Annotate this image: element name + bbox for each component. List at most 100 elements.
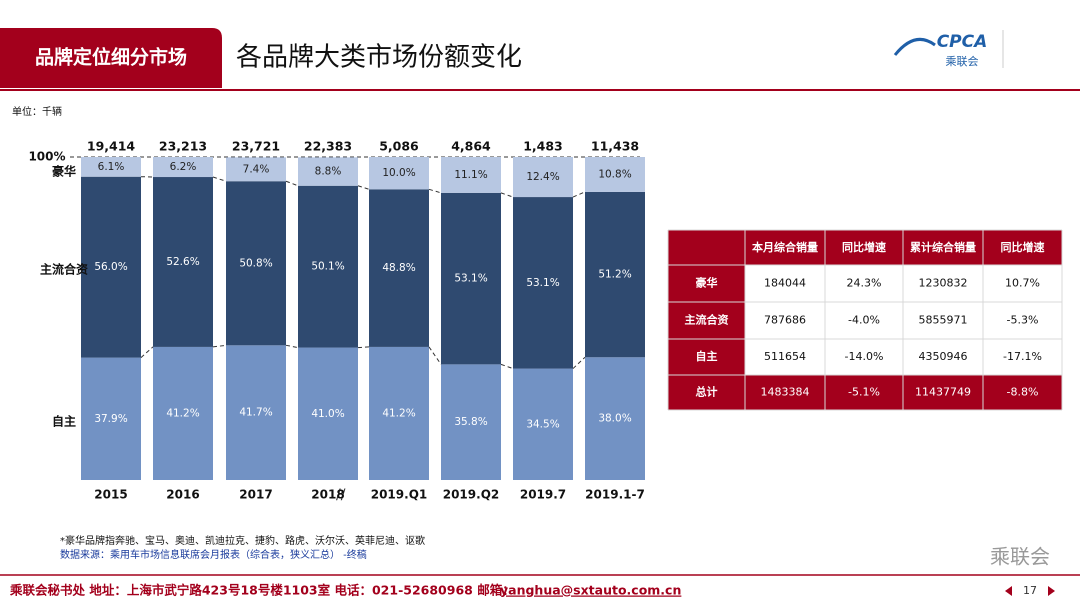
table-cell: 10.7% <box>1005 277 1040 290</box>
bar-segment <box>226 345 286 480</box>
table-cell: -14.0% <box>845 350 884 363</box>
connector <box>357 185 370 190</box>
table-total-bg <box>668 375 1062 410</box>
table-cell: 总计 <box>696 385 718 399</box>
table-header-cell: 本月综合销量 <box>752 240 818 254</box>
bar-segment <box>81 176 141 358</box>
x-tick-label: 2017 <box>239 488 272 502</box>
value-label: 48.8% <box>382 262 415 274</box>
table-cell: -4.0% <box>848 314 880 327</box>
value-label: 50.1% <box>311 261 344 273</box>
connector <box>500 192 514 198</box>
value-label: 11.1% <box>454 169 487 181</box>
bar-segment <box>153 177 213 347</box>
legend-label: 自主 <box>52 414 76 429</box>
table-header-cell: 同比增速 <box>1001 240 1045 254</box>
value-label: 6.2% <box>170 161 197 173</box>
table-cell: -5.1% <box>848 386 880 399</box>
x-tick-label: 2019.1-7 <box>585 488 645 502</box>
value-label: 34.5% <box>526 418 559 430</box>
table-cell: 184044 <box>764 277 806 290</box>
value-label: 41.2% <box>166 407 199 419</box>
connector <box>428 346 442 365</box>
table-cell: 11437749 <box>915 386 971 399</box>
value-label: 53.1% <box>526 277 559 289</box>
total-label: 11,438 <box>591 139 639 154</box>
watermark: 乘联会 <box>990 545 1050 569</box>
bar-segment <box>81 157 141 177</box>
bar-segment <box>369 157 429 190</box>
bar-segment <box>585 157 645 192</box>
bar-segment <box>513 197 573 369</box>
value-label: 35.8% <box>454 416 487 428</box>
table-cell: 24.3% <box>847 277 882 290</box>
bar-segment <box>513 368 573 480</box>
bar-segment <box>513 157 573 198</box>
x-tick-label: 2019.7 <box>520 488 566 502</box>
total-label: 5,086 <box>379 139 419 154</box>
connector <box>212 344 227 348</box>
logo: CPCA <box>937 32 988 52</box>
table-cell: 5855971 <box>919 314 968 327</box>
bar-segment <box>226 181 286 346</box>
bar-segment <box>585 357 645 480</box>
bar-segment <box>369 189 429 347</box>
value-label: 8.8% <box>315 166 342 178</box>
value-label: 38.0% <box>598 413 631 425</box>
unit-label: 单位：千辆 <box>12 105 62 118</box>
source-note: 数据来源：乘用车市场信息联席会月报表（综合表，狭义汇总） -终稿 <box>60 548 367 561</box>
total-label: 22,383 <box>304 139 352 154</box>
value-label: 41.2% <box>382 407 415 419</box>
bar-segment <box>441 364 501 480</box>
connector <box>357 346 370 349</box>
note: *豪华品牌指奔驰、宝马、奥迪、凯迪拉克、捷豹、路虎、沃尔沃、英菲尼迪、讴歌 <box>60 534 425 547</box>
legend-label: 主流合资 <box>40 262 88 277</box>
connector <box>500 363 514 370</box>
bar-segment <box>153 157 213 178</box>
table-cell: 1483384 <box>761 386 810 399</box>
total-label: 4,864 <box>451 139 491 154</box>
connector <box>572 191 586 198</box>
table-cell: 自主 <box>696 349 718 363</box>
table-header-cell: 同比增速 <box>842 240 886 254</box>
header-tag-bg <box>0 28 222 88</box>
value-label: 53.1% <box>454 273 487 285</box>
x-tick-label: 2019.Q1 <box>371 488 428 502</box>
value-label: 41.7% <box>239 407 272 419</box>
table-cell: 豪华 <box>696 276 718 290</box>
prev-button[interactable] <box>1005 586 1012 596</box>
value-label: 10.8% <box>598 168 631 180</box>
table-header-bg <box>668 230 1062 265</box>
y-tick-label: 100% <box>28 150 65 164</box>
bar-segment <box>298 157 358 186</box>
footer-address: 乘联会秘书处 地址：上海市武宁路423号18号楼1103室 电话：021-526… <box>9 583 515 598</box>
table-cell: 511654 <box>764 350 806 363</box>
table-cell: 787686 <box>764 314 806 327</box>
connector <box>572 356 586 369</box>
value-label: 52.6% <box>166 256 199 268</box>
footer-email: yanghua@sxtauto.com.cn <box>500 583 681 598</box>
page-number: 17 <box>1023 584 1037 597</box>
value-label: 7.4% <box>243 163 270 175</box>
connector <box>212 176 227 182</box>
connector <box>285 180 299 187</box>
table-cell: 4350946 <box>919 350 968 363</box>
bar-segment <box>298 347 358 480</box>
table-cell: 1230832 <box>919 277 968 290</box>
value-label: 51.2% <box>598 269 631 281</box>
total-label: 23,213 <box>159 139 207 154</box>
legend-label: 豪华 <box>52 164 76 179</box>
logo-sub: 乘联会 <box>946 55 979 68</box>
value-label: 56.0% <box>94 261 127 273</box>
chart: 100% 2015 19,414 37.9% 56.0% 6.1% 2016 23,213 41… <box>28 139 645 502</box>
value-label: 37.9% <box>94 413 127 425</box>
table-cell: 主流合资 <box>685 313 729 327</box>
value-label: 6.1% <box>98 161 125 173</box>
table-cell: -8.8% <box>1007 386 1039 399</box>
next-button[interactable] <box>1048 586 1055 596</box>
x-tick-label: 2019.Q2 <box>443 488 500 502</box>
bar-segment <box>298 185 358 348</box>
table-header-cell: 累计综合销量 <box>910 240 976 254</box>
total-label: 19,414 <box>87 139 136 154</box>
